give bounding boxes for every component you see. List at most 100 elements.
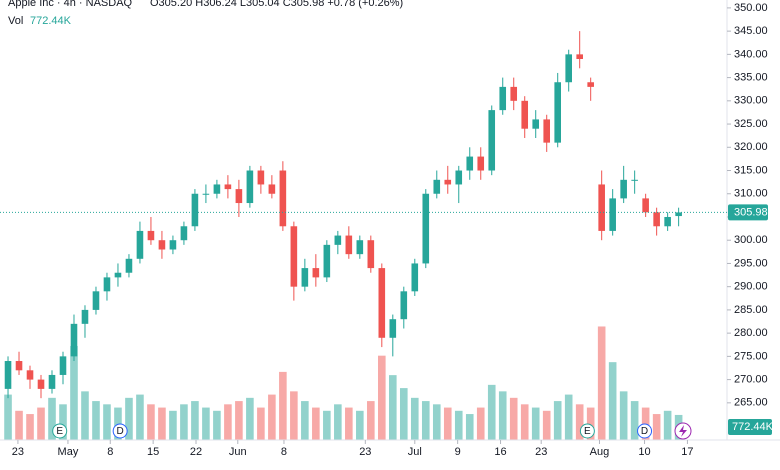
x-tick-label: 9: [455, 446, 461, 458]
candle-body: [169, 240, 177, 250]
volume-bar: [378, 355, 386, 440]
volume-bar: [553, 401, 562, 440]
candle-body: [213, 184, 221, 194]
x-tick-label: 23: [535, 446, 547, 458]
candle-body: [466, 156, 474, 171]
y-tick-label: 275.00: [734, 350, 768, 362]
volume-bar: [180, 404, 188, 440]
candle-body: [455, 170, 463, 185]
volume-bar: [169, 410, 177, 440]
volume-bar: [619, 391, 628, 440]
candle-body: [224, 184, 232, 190]
candle-body: [70, 323, 78, 357]
volume-bar: [454, 410, 463, 440]
x-tick-label: Aug: [590, 446, 610, 458]
volume-bar: [388, 375, 397, 440]
candle-body: [598, 184, 605, 231]
volume-bar: [542, 410, 551, 440]
x-tick-label: 17: [681, 446, 693, 458]
volume-bar: [235, 401, 243, 440]
candle-body: [37, 379, 45, 389]
volume-bar: [4, 394, 12, 440]
x-tick-label: 22: [190, 446, 202, 458]
event-label: E: [56, 426, 63, 437]
event-marker[interactable]: D: [637, 423, 653, 439]
candle-body: [147, 230, 155, 241]
candle-body: [631, 179, 638, 181]
volume-legend: 772.44K: [30, 15, 72, 27]
candle-body: [268, 184, 276, 194]
volume-bar: [257, 407, 265, 440]
candle-body: [334, 235, 342, 245]
candle-body: [4, 361, 12, 389]
x-tick-label: 23: [359, 446, 371, 458]
x-tick-label: Jul: [408, 446, 422, 458]
volume-bar: [663, 410, 672, 440]
candle-body: [246, 170, 254, 204]
y-tick-label: 290.00: [734, 281, 768, 293]
candle-body: [59, 356, 67, 375]
chart-title: Apple Inc · 4h · NASDAQ: [8, 0, 133, 9]
volume-bar: [465, 414, 474, 440]
candle-body: [235, 189, 243, 204]
y-tick-label: 300.00: [734, 234, 768, 246]
y-tick-label: 340.00: [734, 48, 768, 60]
volume-bar: [213, 410, 221, 440]
volume-bar: [476, 407, 485, 440]
x-tick-label: 10: [638, 446, 650, 458]
x-tick-label: 8: [107, 446, 113, 458]
candle-body: [378, 268, 386, 338]
candle-body: [92, 291, 100, 310]
candle-body: [367, 240, 375, 269]
volume-bar: [48, 397, 56, 440]
volume-bar: [323, 410, 331, 440]
candle-body: [191, 193, 199, 227]
volume-bar: [59, 404, 67, 440]
volume-label-box: [728, 419, 772, 435]
volume-bar: [147, 404, 155, 440]
y-tick-label: 335.00: [734, 71, 768, 83]
volume-bar: [487, 384, 496, 440]
volume-bar: [92, 401, 100, 440]
event-circle: [637, 423, 653, 439]
volume-bar: [279, 371, 287, 440]
volume-title: Vol: [8, 15, 23, 27]
volume-bar: [312, 407, 320, 440]
last-price-box: [728, 204, 768, 221]
volume-bar: [81, 391, 89, 440]
volume-bar: [432, 404, 441, 440]
volume-bar: [158, 407, 166, 440]
volume-bar: [421, 401, 430, 440]
y-tick-label: 320.00: [734, 141, 768, 153]
event-marker[interactable]: E: [579, 423, 595, 439]
volume-bar: [202, 407, 210, 440]
candle-body: [675, 212, 682, 217]
volume-bar: [356, 410, 364, 440]
candle-body: [389, 319, 397, 338]
candle-body: [576, 54, 583, 60]
x-tick-label: 15: [147, 446, 159, 458]
candle-body: [103, 277, 111, 292]
volume-bar: [399, 388, 408, 440]
candle-body: [499, 86, 507, 111]
candle-body: [158, 240, 166, 250]
candle-body: [180, 226, 188, 241]
event-label: D: [117, 426, 124, 437]
event-label: E: [584, 426, 591, 437]
volume-bar: [498, 391, 507, 440]
candle-body: [125, 258, 133, 273]
candle-body: [202, 193, 210, 195]
y-tick-label: 265.00: [734, 397, 768, 409]
candle-body: [345, 235, 353, 255]
ohlc-legend: O305.20 H306.24 L305.04 C305.98 +0.78 (+…: [150, 0, 403, 9]
y-tick-label: 285.00: [734, 304, 768, 316]
volume-axis-label: 772.44K: [732, 421, 774, 433]
volume-bar: [114, 407, 122, 440]
event-marker[interactable]: D: [112, 423, 128, 439]
event-marker[interactable]: E: [52, 423, 68, 439]
volume-bar: [136, 394, 144, 440]
candle-body: [114, 272, 122, 278]
event-circle: [52, 423, 68, 439]
volume-bar: [367, 401, 375, 440]
